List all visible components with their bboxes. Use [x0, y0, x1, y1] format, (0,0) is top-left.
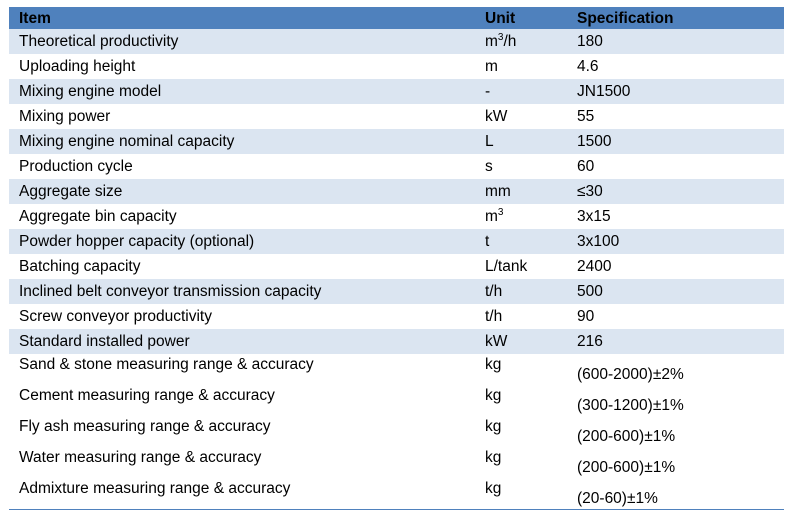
item-cell: Cement measuring range & accuracy: [19, 387, 275, 404]
unit-cell: L/tank: [485, 257, 528, 275]
table-row: Standard installed power kW 216: [9, 329, 784, 354]
table-row: Inclined belt conveyor transmission capa…: [9, 279, 784, 304]
item-cell: Mixing power: [19, 107, 111, 125]
item-cell: Admixture measuring range & accuracy: [9, 478, 475, 510]
spec-cell: 2400: [577, 257, 612, 275]
item-cell: Theoretical productivity: [9, 29, 475, 54]
unit-cell: L: [475, 129, 567, 154]
spec-cell: 3x100: [567, 229, 784, 254]
table-row: Aggregate bin capacity m3 3x15: [9, 204, 784, 229]
unit-cell: m: [485, 57, 498, 75]
item-cell: Inclined belt conveyor transmission capa…: [9, 279, 475, 304]
spec-cell: 55: [577, 107, 595, 125]
unit-cell: kg: [485, 449, 502, 466]
unit-superscript: 3: [497, 206, 504, 218]
spec-cell: 180: [567, 29, 784, 54]
table-row: Uploading height m 4.6: [9, 54, 784, 79]
header-item: Item: [9, 7, 475, 29]
unit-cell: t/h: [475, 279, 567, 304]
spec-cell: 500: [567, 279, 784, 304]
table-header-row: Item Unit Specification: [9, 7, 784, 29]
table-row: Sand & stone measuring range & accuracy …: [9, 354, 784, 385]
table-row: Water measuring range & accuracy kg (200…: [9, 447, 784, 478]
table-row: Mixing engine model - JN1500: [9, 79, 784, 104]
item-cell: Mixing engine nominal capacity: [9, 129, 475, 154]
unit-cell: kg: [485, 387, 502, 404]
unit-cell: kg: [485, 418, 502, 435]
spec-cell: (200-600)±1%: [577, 459, 676, 476]
unit-cell: t/h: [485, 307, 503, 325]
spec-cell: 4.6: [577, 57, 599, 75]
table-row: Admixture measuring range & accuracy kg …: [9, 478, 784, 510]
table-row: Mixing engine nominal capacity L 1500: [9, 129, 784, 154]
table-row: Production cycle s 60: [9, 154, 784, 179]
unit-cell: t: [475, 229, 567, 254]
item-cell: Standard installed power: [9, 329, 475, 354]
item-cell: Fly ash measuring range & accuracy: [19, 418, 271, 435]
unit-cell: mm: [475, 179, 567, 204]
unit-cell: kW: [475, 329, 567, 354]
item-cell: Sand & stone measuring range & accuracy: [19, 356, 314, 373]
unit-cell: s: [485, 157, 493, 175]
spec-cell: (600-2000)±2%: [577, 366, 684, 383]
spec-cell: (300-1200)±1%: [577, 397, 684, 414]
header-specification: Specification: [567, 7, 784, 29]
item-cell: Mixing engine model: [9, 79, 475, 104]
spec-cell: JN1500: [567, 79, 784, 104]
spec-cell: 216: [567, 329, 784, 354]
item-cell: Powder hopper capacity (optional): [9, 229, 475, 254]
item-cell: Screw conveyor productivity: [19, 307, 212, 325]
table-row: Fly ash measuring range & accuracy kg (2…: [9, 416, 784, 447]
item-cell: Water measuring range & accuracy: [19, 449, 262, 466]
header-unit: Unit: [475, 7, 567, 29]
unit-superscript: 3: [497, 31, 504, 43]
table-row: Screw conveyor productivity t/h 90: [9, 304, 784, 329]
unit-base: m: [485, 207, 498, 225]
table-row: Batching capacity L/tank 2400: [9, 254, 784, 279]
item-cell: Uploading height: [19, 57, 136, 75]
item-cell: Batching capacity: [19, 257, 141, 275]
item-cell: Production cycle: [19, 157, 133, 175]
spec-cell: 60: [577, 157, 595, 175]
spec-cell: 90: [577, 307, 595, 325]
table-row: Mixing power kW 55: [9, 104, 784, 129]
table-row: Powder hopper capacity (optional) t 3x10…: [9, 229, 784, 254]
unit-cell: kg: [475, 478, 567, 510]
table-row: Theoretical productivity m3/h 180: [9, 29, 784, 54]
table-row: Cement measuring range & accuracy kg (30…: [9, 385, 784, 416]
item-cell: Aggregate bin capacity: [19, 207, 177, 225]
unit-cell: -: [475, 79, 567, 104]
unit-cell: m3: [475, 204, 567, 229]
spec-cell: ≤30: [567, 179, 784, 204]
unit-cell: kg: [485, 356, 502, 373]
item-cell: Aggregate size: [9, 179, 475, 204]
spec-cell: (20-60)±1%: [567, 478, 784, 510]
unit-cell: kW: [485, 107, 508, 125]
spec-cell: (200-600)±1%: [577, 428, 676, 445]
unit-tail: /h: [503, 32, 517, 50]
spec-cell: 3x15: [577, 207, 611, 225]
specification-table: Item Unit Specification Theoretical prod…: [9, 7, 784, 510]
unit-cell: m3/h: [475, 29, 567, 54]
spec-cell: 1500: [567, 129, 784, 154]
table-row: Aggregate size mm ≤30: [9, 179, 784, 204]
unit-base: m: [485, 32, 498, 50]
